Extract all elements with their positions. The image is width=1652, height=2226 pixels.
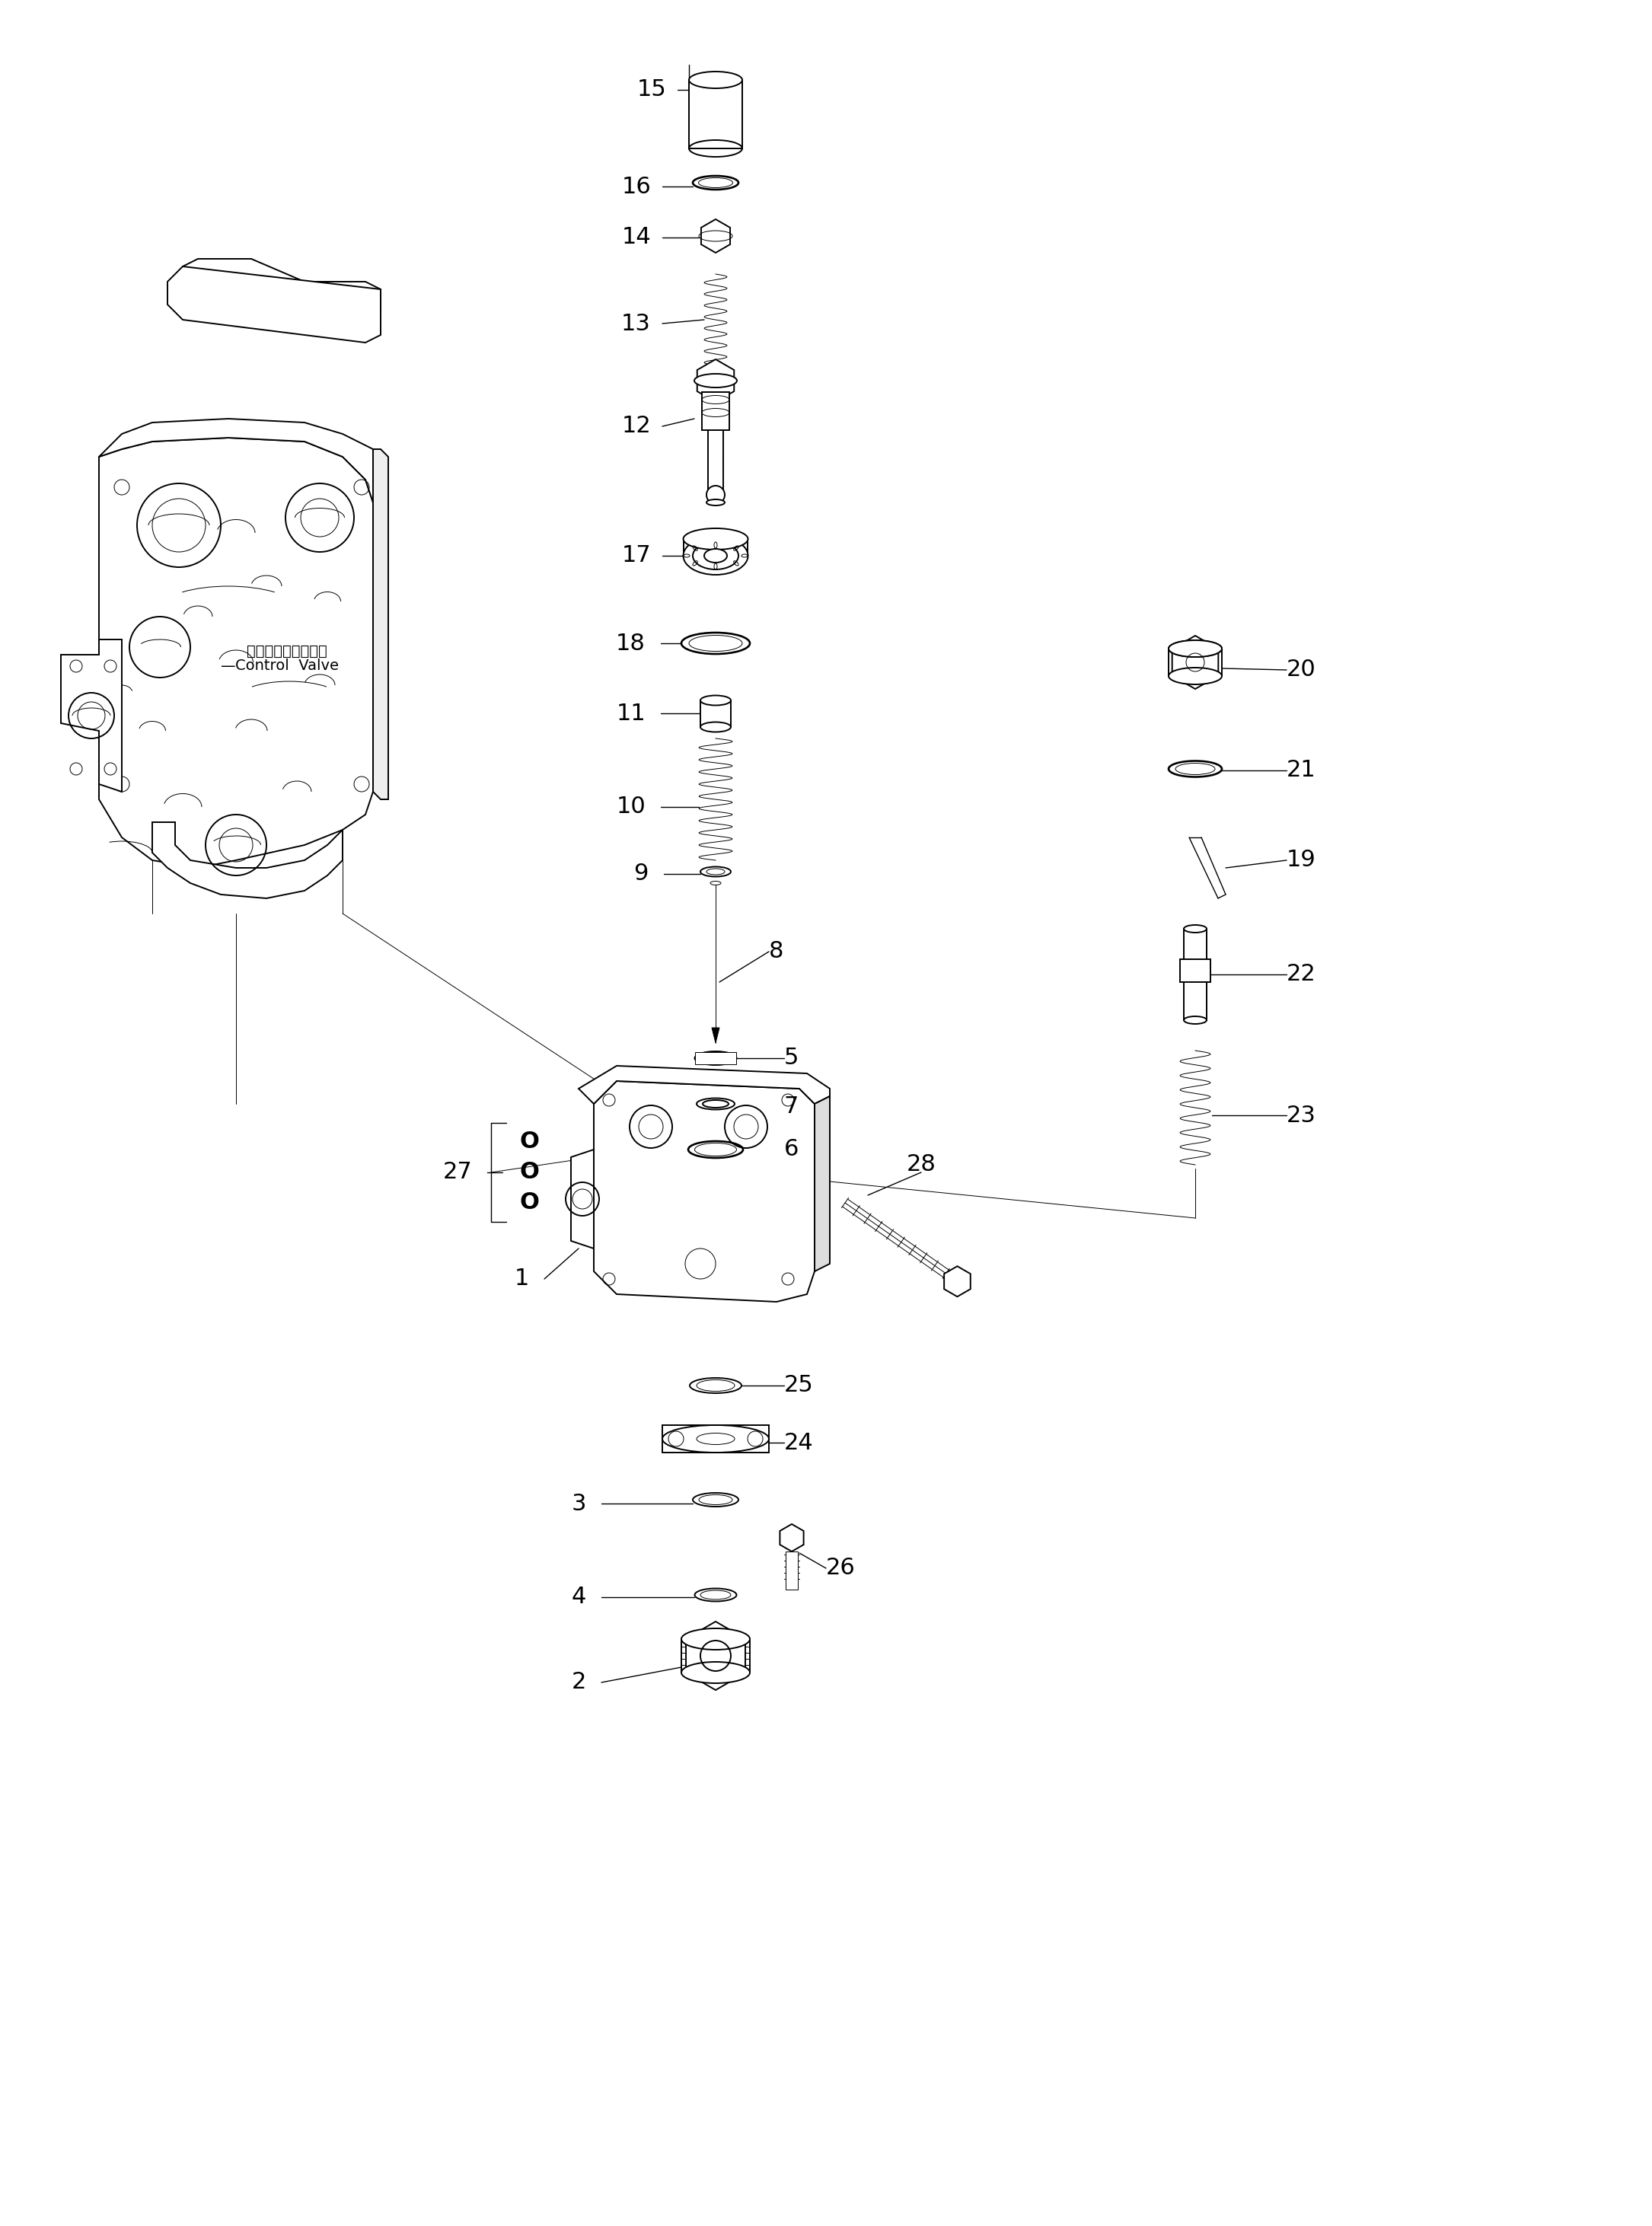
Polygon shape [1173,637,1218,690]
Ellipse shape [707,499,725,505]
Text: 19: 19 [1287,848,1317,870]
Text: O: O [519,1162,539,1184]
Circle shape [707,485,725,503]
Text: 5: 5 [785,1046,800,1068]
Ellipse shape [684,536,748,574]
Text: 2: 2 [572,1672,586,1694]
Polygon shape [99,418,373,503]
Bar [786,1552,798,1589]
Ellipse shape [662,1425,768,1454]
Bar [695,1053,737,1064]
Text: 16: 16 [621,176,651,198]
Polygon shape [61,639,122,792]
Text: 3: 3 [572,1491,586,1514]
Polygon shape [700,218,730,254]
Text: コントロールバルブ: コントロールバルブ [246,643,327,659]
Text: 9: 9 [634,864,649,886]
Ellipse shape [700,721,730,732]
Ellipse shape [702,1100,729,1109]
Text: 13: 13 [621,312,651,334]
Text: 12: 12 [621,416,651,436]
Ellipse shape [1184,1017,1206,1024]
Text: 18: 18 [616,632,646,654]
Bar [1180,959,1211,982]
Bar [700,701,730,728]
Ellipse shape [694,374,737,387]
Text: 15: 15 [636,78,666,100]
Ellipse shape [697,1097,735,1109]
Bar [689,80,742,149]
Ellipse shape [1168,641,1222,657]
Ellipse shape [681,1629,750,1649]
Text: 1: 1 [514,1269,529,1291]
Bar [662,1425,768,1454]
Text: 20: 20 [1287,659,1317,681]
Polygon shape [697,358,733,403]
Bar [1184,928,1206,1020]
Text: 23: 23 [1287,1104,1317,1126]
Text: 22: 22 [1287,964,1317,986]
Text: 27: 27 [443,1162,472,1184]
Text: 11: 11 [616,701,646,723]
Polygon shape [152,821,342,899]
Polygon shape [814,1095,829,1271]
Ellipse shape [700,695,730,706]
Ellipse shape [684,528,748,550]
Ellipse shape [1168,641,1222,657]
Ellipse shape [689,71,742,89]
Ellipse shape [692,543,738,570]
Text: 25: 25 [785,1373,814,1396]
Text: 28: 28 [907,1153,937,1175]
Ellipse shape [1184,926,1206,933]
Text: 21: 21 [1287,759,1317,781]
Polygon shape [183,258,380,321]
Polygon shape [780,1525,803,1552]
Text: 10: 10 [616,797,646,817]
Text: 14: 14 [621,227,651,249]
Text: 6: 6 [785,1137,800,1160]
Polygon shape [712,1028,719,1044]
Ellipse shape [700,1053,730,1062]
Text: 7: 7 [785,1095,800,1117]
Text: 4: 4 [572,1587,586,1607]
Polygon shape [572,1149,593,1249]
Polygon shape [943,1267,970,1298]
Polygon shape [99,439,380,868]
Text: O: O [519,1131,539,1153]
Text: 8: 8 [768,942,783,962]
Text: Control  Valve: Control Valve [235,659,339,672]
Ellipse shape [1168,668,1222,683]
Ellipse shape [704,550,727,563]
Ellipse shape [700,866,730,877]
Text: 24: 24 [785,1431,814,1454]
Polygon shape [373,450,388,799]
Ellipse shape [697,1434,735,1445]
Polygon shape [578,1066,829,1104]
Bar [702,392,729,430]
Ellipse shape [681,1663,750,1683]
Bar [709,430,724,492]
Polygon shape [593,1082,814,1302]
Ellipse shape [710,881,720,886]
Ellipse shape [695,1051,737,1064]
Text: O: O [519,1191,539,1213]
Text: —: — [221,659,236,672]
Polygon shape [686,1621,745,1690]
Text: 17: 17 [621,545,651,568]
Text: 26: 26 [826,1558,856,1578]
Polygon shape [167,267,380,343]
